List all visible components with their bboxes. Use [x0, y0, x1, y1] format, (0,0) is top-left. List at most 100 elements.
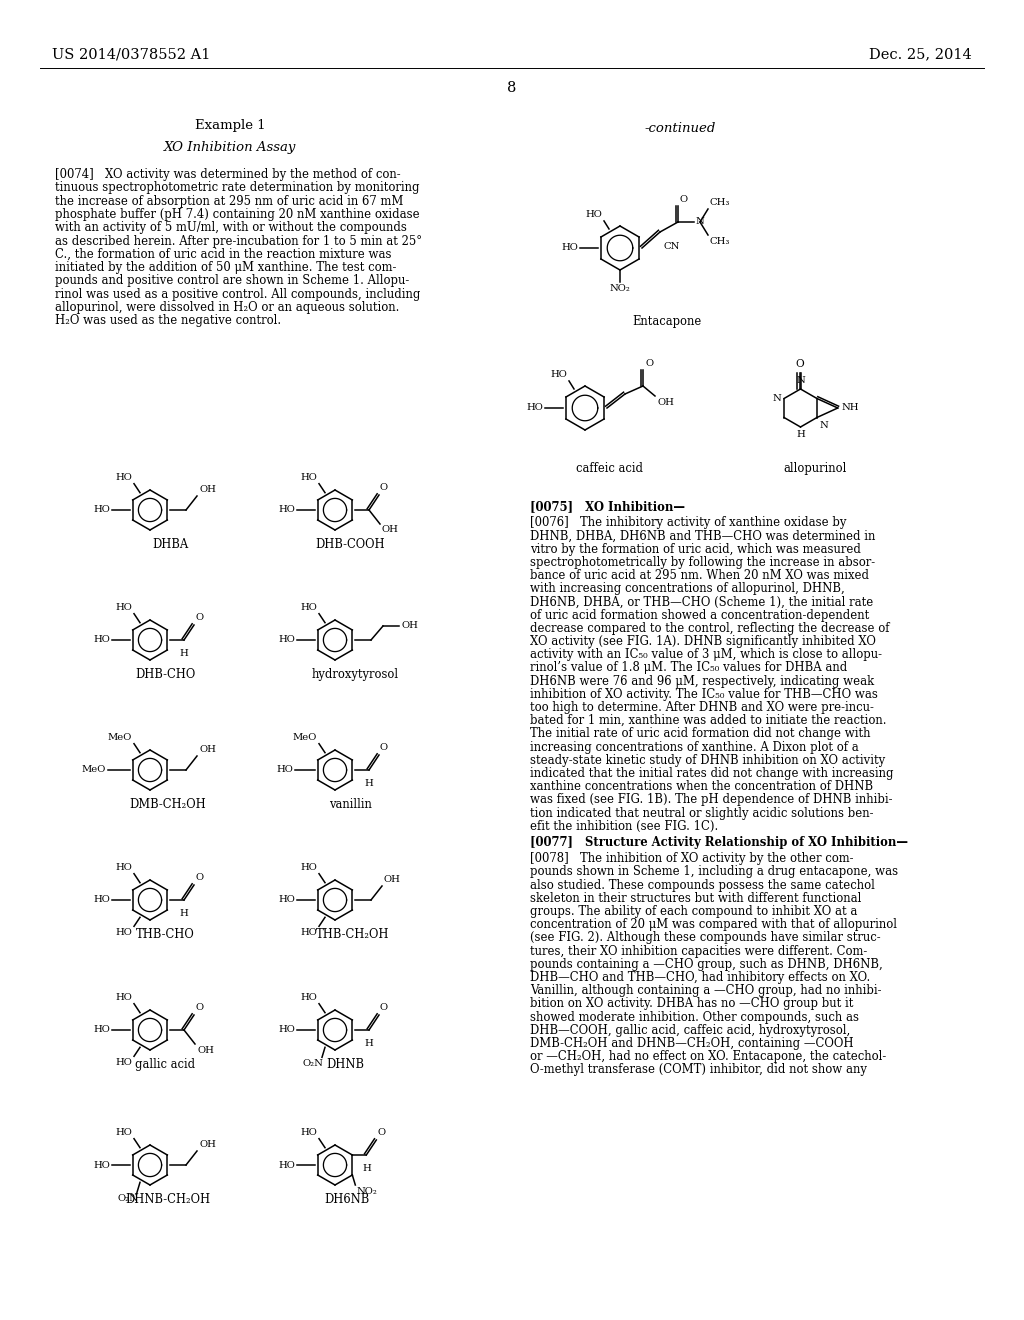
Text: HO: HO: [93, 635, 110, 644]
Text: (see FIG. 2). Although these compounds have similar struc-: (see FIG. 2). Although these compounds h…: [530, 932, 881, 944]
Text: HO: HO: [115, 1127, 132, 1137]
Text: O: O: [680, 195, 688, 205]
Text: allopurinol: allopurinol: [783, 462, 847, 475]
Text: pounds containing a —CHO group, such as DHNB, DH6NB,: pounds containing a —CHO group, such as …: [530, 958, 883, 970]
Text: O: O: [380, 483, 388, 492]
Text: MeO: MeO: [82, 766, 106, 775]
Text: inhibition of XO activity. The IC₅₀ value for THB—CHO was: inhibition of XO activity. The IC₅₀ valu…: [530, 688, 878, 701]
Text: decrease compared to the control, reflecting the decrease of: decrease compared to the control, reflec…: [530, 622, 890, 635]
Text: HO: HO: [300, 473, 317, 482]
Text: 8: 8: [507, 81, 517, 95]
Text: O: O: [377, 1129, 385, 1137]
Text: HO: HO: [300, 863, 317, 871]
Text: OH: OH: [199, 484, 216, 494]
Text: MeO: MeO: [293, 733, 317, 742]
Text: CH₃: CH₃: [710, 198, 730, 207]
Text: The initial rate of uric acid formation did not change with: The initial rate of uric acid formation …: [530, 727, 870, 741]
Text: HO: HO: [300, 603, 317, 611]
Text: increasing concentrations of xanthine. A Dixon plot of a: increasing concentrations of xanthine. A…: [530, 741, 859, 754]
Text: HO: HO: [550, 370, 567, 379]
Text: O: O: [195, 1003, 203, 1012]
Text: pounds shown in Scheme 1, including a drug entacapone, was: pounds shown in Scheme 1, including a dr…: [530, 866, 898, 878]
Text: HO: HO: [561, 243, 578, 252]
Text: HO: HO: [115, 603, 132, 611]
Text: HO: HO: [93, 506, 110, 515]
Text: skeleton in their structures but with different functional: skeleton in their structures but with di…: [530, 892, 861, 904]
Text: DHB-CHO: DHB-CHO: [135, 668, 196, 681]
Text: vanillin: vanillin: [329, 799, 372, 810]
Text: DMB-CH₂OH: DMB-CH₂OH: [130, 799, 207, 810]
Text: concentration of 20 μM was compared with that of allopurinol: concentration of 20 μM was compared with…: [530, 919, 897, 931]
Text: H: H: [179, 649, 188, 657]
Text: O: O: [195, 873, 203, 882]
Text: H₂O was used as the negative control.: H₂O was used as the negative control.: [55, 314, 282, 327]
Text: OH: OH: [401, 622, 418, 631]
Text: HO: HO: [279, 1160, 295, 1170]
Text: HO: HO: [93, 1026, 110, 1035]
Text: DH6NB were 76 and 96 μM, respectively, indicating weak: DH6NB were 76 and 96 μM, respectively, i…: [530, 675, 874, 688]
Text: DHNB-CH₂OH: DHNB-CH₂OH: [125, 1193, 211, 1206]
Text: OH: OH: [199, 744, 216, 754]
Text: bition on XO activity. DHBA has no —CHO group but it: bition on XO activity. DHBA has no —CHO …: [530, 998, 853, 1010]
Text: showed moderate inhibition. Other compounds, such as: showed moderate inhibition. Other compou…: [530, 1011, 859, 1023]
Text: efit the inhibition (see FIG. 1C).: efit the inhibition (see FIG. 1C).: [530, 820, 718, 833]
Text: DH6NB, DHBA, or THB—CHO (Scheme 1), the initial rate: DH6NB, DHBA, or THB—CHO (Scheme 1), the …: [530, 595, 873, 609]
Text: NH: NH: [842, 404, 859, 412]
Text: OH: OH: [199, 1140, 216, 1148]
Text: H: H: [365, 1039, 374, 1048]
Text: CH₃: CH₃: [710, 238, 730, 246]
Text: DHNB: DHNB: [326, 1059, 364, 1071]
Text: HO: HO: [300, 993, 317, 1002]
Text: DHBA: DHBA: [152, 539, 188, 550]
Text: also studied. These compounds possess the same catechol: also studied. These compounds possess th…: [530, 879, 874, 891]
Text: US 2014/0378552 A1: US 2014/0378552 A1: [52, 48, 210, 61]
Text: vitro by the formation of uric acid, which was measured: vitro by the formation of uric acid, whi…: [530, 543, 861, 556]
Text: xanthine concentrations when the concentration of DHNB: xanthine concentrations when the concent…: [530, 780, 873, 793]
Text: HO: HO: [115, 473, 132, 482]
Text: bated for 1 min, xanthine was added to initiate the reaction.: bated for 1 min, xanthine was added to i…: [530, 714, 887, 727]
Text: N: N: [772, 393, 781, 403]
Text: DHNB, DHBA, DH6NB and THB—CHO was determined in: DHNB, DHBA, DH6NB and THB—CHO was determ…: [530, 529, 876, 543]
Text: O: O: [380, 743, 388, 752]
Text: OH: OH: [197, 1045, 214, 1055]
Text: as described herein. After pre-incubation for 1 to 5 min at 25°: as described herein. After pre-incubatio…: [55, 235, 422, 248]
Text: MeO: MeO: [108, 733, 132, 742]
Text: allopurinol, were dissolved in H₂O or an aqueous solution.: allopurinol, were dissolved in H₂O or an…: [55, 301, 399, 314]
Text: [0077]   Structure Activity Relationship of XO Inhibition—: [0077] Structure Activity Relationship o…: [530, 836, 908, 849]
Text: HO: HO: [526, 404, 543, 412]
Text: steady-state kinetic study of DHNB inhibition on XO activity: steady-state kinetic study of DHNB inhib…: [530, 754, 886, 767]
Text: N: N: [820, 421, 828, 429]
Text: [0076]   The inhibitory activity of xanthine oxidase by: [0076] The inhibitory activity of xanthi…: [530, 516, 847, 529]
Text: the increase of absorption at 295 nm of uric acid in 67 mM: the increase of absorption at 295 nm of …: [55, 194, 403, 207]
Text: O: O: [795, 359, 804, 370]
Text: [0078]   The inhibition of XO activity by the other com-: [0078] The inhibition of XO activity by …: [530, 853, 853, 865]
Text: HO: HO: [279, 506, 295, 515]
Text: DHB-COOH: DHB-COOH: [315, 539, 385, 550]
Text: bance of uric acid at 295 nm. When 20 nM XO was mixed: bance of uric acid at 295 nm. When 20 nM…: [530, 569, 869, 582]
Text: tion indicated that neutral or slightly acidic solutions ben-: tion indicated that neutral or slightly …: [530, 807, 873, 820]
Text: pounds and positive control are shown in Scheme 1. Allopu-: pounds and positive control are shown in…: [55, 275, 410, 288]
Text: or —CH₂OH, had no effect on XO. Entacapone, the catechol-: or —CH₂OH, had no effect on XO. Entacapo…: [530, 1051, 886, 1063]
Text: OH: OH: [657, 399, 674, 407]
Text: THB-CH₂OH: THB-CH₂OH: [316, 928, 390, 941]
Text: OH: OH: [384, 875, 400, 884]
Text: O: O: [645, 359, 653, 368]
Text: Dec. 25, 2014: Dec. 25, 2014: [869, 48, 972, 61]
Text: HO: HO: [115, 928, 132, 937]
Text: HO: HO: [279, 1026, 295, 1035]
Text: with increasing concentrations of allopurinol, DHNB,: with increasing concentrations of allopu…: [530, 582, 845, 595]
Text: O-methyl transferase (COMT) inhibitor, did not show any: O-methyl transferase (COMT) inhibitor, d…: [530, 1064, 867, 1076]
Text: [0075]   XO Inhibition—: [0075] XO Inhibition—: [530, 500, 685, 513]
Text: groups. The ability of each compound to inhibit XO at a: groups. The ability of each compound to …: [530, 906, 857, 917]
Text: indicated that the initial rates did not change with increasing: indicated that the initial rates did not…: [530, 767, 894, 780]
Text: -continued: -continued: [644, 121, 716, 135]
Text: tures, their XO inhibition capacities were different. Com-: tures, their XO inhibition capacities we…: [530, 945, 867, 957]
Text: HO: HO: [93, 1160, 110, 1170]
Text: O: O: [380, 1003, 388, 1012]
Text: caffeic acid: caffeic acid: [577, 462, 643, 475]
Text: HO: HO: [300, 928, 317, 937]
Text: [0074]   XO activity was determined by the method of con-: [0074] XO activity was determined by the…: [55, 168, 400, 181]
Text: phosphate buffer (pH 7.4) containing 20 nM xanthine oxidase: phosphate buffer (pH 7.4) containing 20 …: [55, 209, 420, 220]
Text: NO₂: NO₂: [356, 1187, 377, 1196]
Text: too high to determine. After DHNB and XO were pre-incu-: too high to determine. After DHNB and XO…: [530, 701, 873, 714]
